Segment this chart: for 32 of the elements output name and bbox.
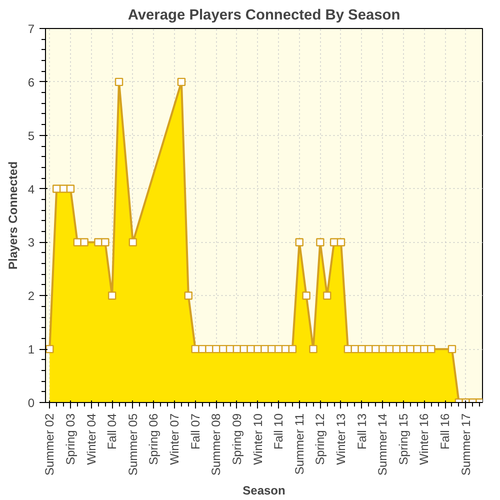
x-tick-label: Summer 14	[376, 413, 390, 476]
x-tick-label: Summer 08	[209, 413, 224, 476]
y-tick-label: 7	[28, 22, 35, 36]
x-tick-label: Spring 06	[146, 413, 161, 465]
x-tick-label: Spring 03	[63, 413, 78, 465]
x-tick-label: Spring 12	[313, 413, 328, 465]
y-tick-label: 1	[28, 342, 35, 357]
x-tick-label: Fall 13	[354, 413, 369, 450]
x-tick-label: Summer 02	[42, 413, 57, 476]
x-tick-label: Winter 16	[417, 413, 432, 465]
x-tick-label: Winter 07	[168, 413, 182, 465]
y-tick-label: 6	[28, 75, 35, 90]
y-tick-label: 2	[28, 289, 35, 304]
x-tick-label: Spring 15	[396, 413, 410, 465]
y-tick-label: 5	[28, 128, 35, 143]
y-tick-label: 0	[28, 396, 35, 410]
x-tick-label: Fall 07	[188, 413, 202, 450]
x-tick-label: Fall 16	[438, 413, 452, 450]
x-tick-label: Summer 17	[458, 413, 473, 476]
y-axis-title: Players Connected	[6, 161, 20, 270]
y-tick-label: 3	[28, 236, 35, 250]
x-tick-label: Winter 13	[334, 413, 348, 465]
x-axis-title: Season	[242, 484, 286, 498]
x-tick-label: Winter 10	[250, 413, 265, 465]
x-tick-label: Fall 04	[105, 413, 120, 450]
x-tick-label: Spring 09	[230, 413, 244, 465]
x-tick-label: Summer 05	[126, 413, 140, 476]
x-tick-label: Winter 04	[84, 413, 98, 465]
y-tick-label: 4	[28, 182, 35, 196]
chart-title: Average Players Connected By Season	[128, 8, 400, 24]
x-tick-label: Summer 11	[292, 413, 306, 475]
x-tick-label: Fall 10	[272, 413, 286, 450]
